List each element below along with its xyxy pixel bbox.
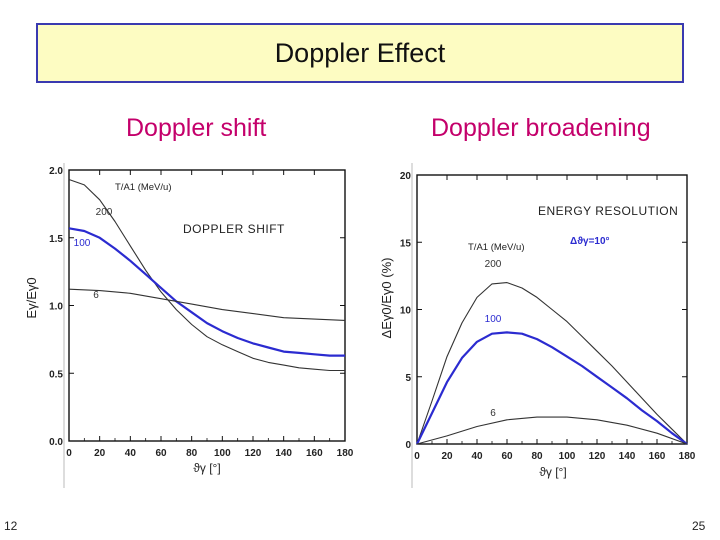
y-tick-label: 5 xyxy=(405,373,411,384)
slide-number-right: 25 xyxy=(692,519,706,533)
y-tick-label: 0 xyxy=(405,440,411,451)
title-banner: Doppler Effect xyxy=(36,23,684,83)
slide-title: Doppler Effect xyxy=(274,37,446,68)
y-axis-label: Eγ/Eγ0 xyxy=(24,277,39,318)
x-axis-label: ϑγ [°] xyxy=(193,461,220,475)
series-line-200 xyxy=(416,282,688,445)
x-tick-label: 160 xyxy=(306,448,323,459)
x-tick-label: 40 xyxy=(125,448,137,459)
x-tick-label: 140 xyxy=(619,451,636,462)
legend-title: T/A1 (MeV/u) xyxy=(115,182,172,193)
series-line-6 xyxy=(416,416,688,445)
series-label-200: 200 xyxy=(485,259,502,270)
x-tick-label: 20 xyxy=(94,448,106,459)
x-axis-label: ϑγ [°] xyxy=(539,465,566,479)
series-label-6: 6 xyxy=(490,408,496,419)
series-label-100: 100 xyxy=(485,314,502,325)
x-tick-label: 80 xyxy=(186,448,198,459)
y-tick-label: 0.0 xyxy=(49,437,63,448)
y-tick-label: 1.5 xyxy=(49,234,63,245)
energy-resolution-chart: 0 20 40 60 80 100 120 140 160 180 0 5 10 15 20 200 100 6 E… xyxy=(379,163,696,488)
x-tick-label: 100 xyxy=(214,448,231,459)
y-tick-label: 2.0 xyxy=(49,166,63,177)
heading-doppler-broadening: Doppler broadening xyxy=(431,114,651,142)
series-line-100 xyxy=(68,227,345,357)
series-line-200 xyxy=(68,178,345,372)
x-tick-label: 120 xyxy=(589,451,606,462)
y-tick-label: 20 xyxy=(400,171,412,182)
x-tick-label: 0 xyxy=(414,451,420,462)
series-label-100: 100 xyxy=(74,238,91,249)
series-label-6: 6 xyxy=(93,290,99,301)
x-tick-label: 120 xyxy=(245,448,262,459)
chart-title: DOPPLER SHIFT xyxy=(183,222,285,236)
x-tick-label: 40 xyxy=(471,451,483,462)
x-tick-label: 180 xyxy=(337,448,354,459)
x-tick-label: 20 xyxy=(441,451,453,462)
x-tick-label: 160 xyxy=(649,451,666,462)
x-tick-label: 0 xyxy=(66,448,72,459)
slide-number-left: 12 xyxy=(4,519,18,533)
doppler-shift-chart: 0 20 40 60 80 100 120 140 160 180 0.0 0.5 1.0 1.5 2.0 2… xyxy=(24,163,354,488)
heading-doppler-shift: Doppler shift xyxy=(126,114,267,142)
x-tick-label: 100 xyxy=(559,451,576,462)
series-label-200: 200 xyxy=(96,207,113,218)
series-line-6 xyxy=(68,288,346,321)
legend-title: T/A1 (MeV/u) xyxy=(468,242,525,253)
y-tick-label: 0.5 xyxy=(49,369,63,380)
annotation-delta-theta: Δϑγ=10° xyxy=(570,236,610,247)
y-axis-label: ΔEγ0/Eγ0 (%) xyxy=(379,258,394,339)
chart-title: ENERGY RESOLUTION xyxy=(538,204,678,218)
y-tick-label: 10 xyxy=(400,306,412,317)
x-tick-label: 180 xyxy=(679,451,696,462)
x-tick-label: 60 xyxy=(501,451,513,462)
x-tick-label: 140 xyxy=(275,448,292,459)
x-tick-label: 80 xyxy=(531,451,543,462)
x-tick-label: 60 xyxy=(155,448,167,459)
y-tick-label: 1.0 xyxy=(49,302,63,313)
y-tick-label: 15 xyxy=(400,238,412,249)
series-line-100 xyxy=(416,331,688,445)
